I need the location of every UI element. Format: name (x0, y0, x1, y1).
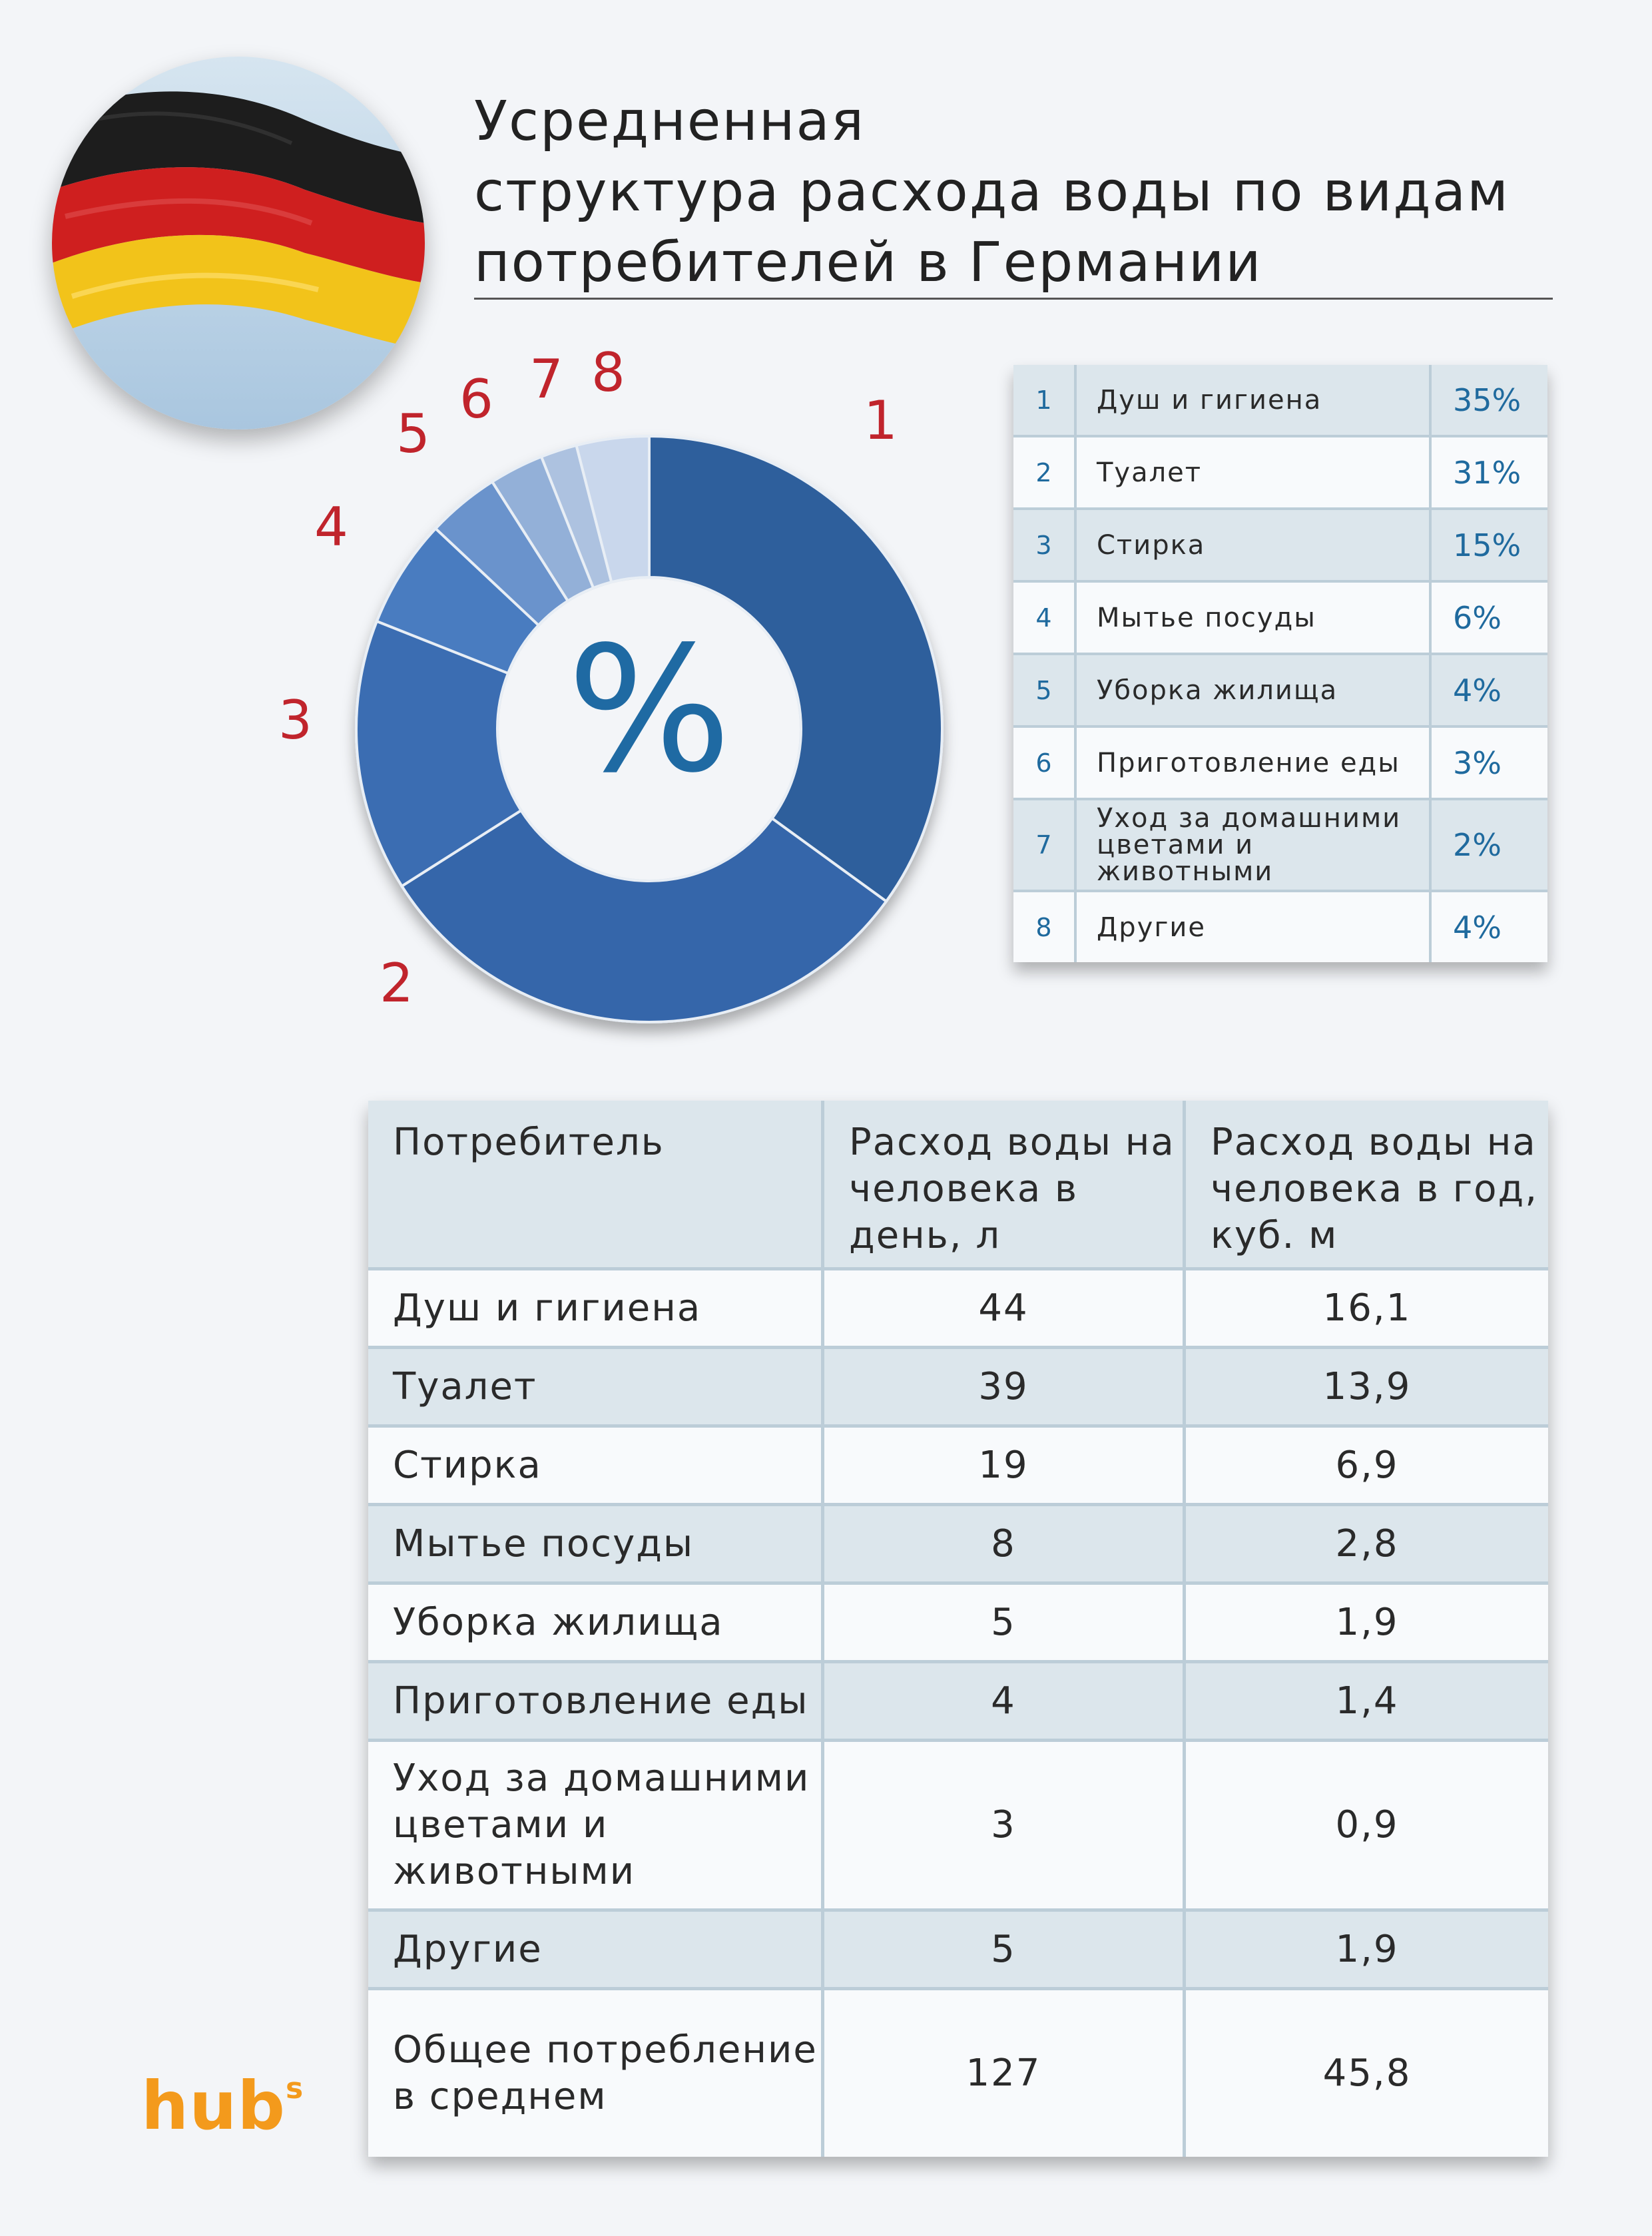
legend-percent: 35% (1453, 382, 1521, 418)
table-row: Уход за домашними цветами и животными 3 … (368, 1742, 1548, 1912)
cell-per-year: 0,9 (1335, 1803, 1399, 1846)
consumption-table: Потребитель Расход воды на человека в де… (368, 1101, 1548, 2157)
segment-number-1: 1 (864, 390, 898, 451)
cell-consumer: Приготовление еды (368, 1663, 824, 1739)
legend-number: 4 (1013, 583, 1077, 653)
cell-per-day: 5 (824, 1585, 1186, 1660)
table-header-row: Потребитель Расход воды на человека в де… (368, 1101, 1548, 1270)
legend-number: 2 (1013, 437, 1077, 507)
donut-segment-1 (648, 434, 944, 904)
header-consumer: Потребитель (368, 1101, 824, 1267)
legend-label: Приготовление еды (1077, 728, 1432, 798)
legend-percent: 4% (1453, 909, 1502, 946)
table-row: Другие 5 1,9 (368, 1912, 1548, 1990)
title-line-3: потребителей в Германии (474, 231, 1262, 294)
legend-percent: 15% (1453, 527, 1521, 563)
legend-number: 1 (1013, 365, 1077, 435)
segment-number-6: 6 (459, 368, 493, 430)
legend-label: Мытье посуды (1077, 583, 1432, 653)
cell-per-day: 4 (824, 1663, 1186, 1739)
logo-superscript: s (285, 2071, 304, 2105)
donut-segment-3 (355, 619, 523, 888)
donut-segment-2 (400, 808, 888, 1023)
legend-number: 8 (1013, 892, 1077, 962)
legend-percent: 3% (1453, 744, 1502, 781)
cell-consumer: Уборка жилища (368, 1585, 824, 1660)
table-row: Уборка жилища 5 1,9 (368, 1585, 1548, 1663)
cell-per-day: 5 (824, 1912, 1186, 1987)
header-per-day: Расход воды на человека в день, л (824, 1101, 1186, 1267)
cell-consumer: Мытье посуды (368, 1506, 824, 1581)
legend-row: 3 Стирка 15% (1013, 510, 1547, 583)
page-title: Усредненная структура расхода воды по ви… (474, 87, 1553, 298)
cell-per-day: 127 (824, 1990, 1186, 2157)
legend-number: 6 (1013, 728, 1077, 798)
cell-per-day: 8 (824, 1506, 1186, 1581)
cell-per-year: 2,8 (1335, 1522, 1399, 1565)
cell-per-year: 16,1 (1322, 1286, 1412, 1330)
cell-per-year: 6,9 (1335, 1443, 1399, 1487)
legend-row: 7 Уход за домашними цветами и животными … (1013, 800, 1547, 892)
legend-number: 7 (1013, 800, 1077, 890)
segment-number-8: 8 (591, 342, 625, 404)
cell-consumer: Другие (368, 1912, 824, 1987)
legend-table: 1 Душ и гигиена 35% 2 Туалет 31% 3 Стирк… (1013, 365, 1547, 962)
title-line-1: Усредненная (474, 90, 866, 153)
table-row: Стирка 19 6,9 (368, 1428, 1548, 1506)
legend-label: Уборка жилища (1077, 655, 1432, 725)
segment-number-3: 3 (278, 689, 312, 751)
segment-number-2: 2 (380, 952, 413, 1014)
table-row: Приготовление еды 4 1,4 (368, 1663, 1548, 1742)
legend-label: Туалет (1077, 437, 1432, 507)
legend-row: 8 Другие 4% (1013, 892, 1547, 962)
legend-label: Другие (1077, 892, 1432, 962)
header-per-year: Расход воды на человека в год, куб. м (1211, 1121, 1538, 1257)
hubs-logo: hubs (141, 2067, 304, 2145)
cell-consumer: Туалет (368, 1349, 824, 1424)
table-row: Душ и гигиена 44 16,1 (368, 1270, 1548, 1349)
donut-hole (499, 579, 800, 880)
table-row: Мытье посуды 8 2,8 (368, 1506, 1548, 1585)
legend-number: 3 (1013, 510, 1077, 580)
legend-percent: 31% (1453, 454, 1521, 491)
cell-per-year: 45,8 (1322, 2052, 1412, 2095)
cell-per-day: 19 (824, 1428, 1186, 1503)
donut-segment-8 (575, 434, 651, 584)
donut-svg: % (355, 434, 944, 1023)
cell-consumer: Уход за домашними цветами и животными (368, 1742, 824, 1908)
cell-per-year: 13,9 (1322, 1364, 1412, 1408)
table-row: Туалет 39 13,9 (368, 1349, 1548, 1428)
legend-row: 2 Туалет 31% (1013, 437, 1547, 510)
segment-number-7: 7 (529, 348, 563, 410)
legend-label: Уход за домашними цветами и животными (1077, 800, 1432, 890)
cell-per-day: 39 (824, 1349, 1186, 1424)
legend-label: Душ и гигиена (1077, 365, 1432, 435)
cell-per-day: 44 (824, 1270, 1186, 1346)
legend-percent: 4% (1453, 672, 1502, 708)
title-divider (474, 298, 1553, 300)
cell-per-day: 3 (824, 1742, 1186, 1908)
cell-per-year: 1,9 (1335, 1600, 1399, 1644)
legend-row: 5 Уборка жилища 4% (1013, 655, 1547, 728)
center-percent-label: % (567, 610, 731, 811)
legend-number: 5 (1013, 655, 1077, 725)
segment-number-4: 4 (314, 496, 348, 558)
germany-flag-image (52, 57, 425, 429)
legend-row: 4 Мытье посуды 6% (1013, 583, 1547, 655)
cell-per-year: 1,4 (1335, 1679, 1399, 1723)
cell-per-year: 1,9 (1335, 1927, 1399, 1971)
legend-row: 1 Душ и гигиена 35% (1013, 365, 1547, 437)
legend-label: Стирка (1077, 510, 1432, 580)
cell-consumer: Душ и гигиена (368, 1270, 824, 1346)
cell-consumer: Общее потребление в среднем (368, 1990, 824, 2157)
legend-percent: 2% (1453, 827, 1502, 863)
segment-number-5: 5 (396, 403, 430, 465)
title-line-2: структура расхода воды по видам (474, 160, 1510, 224)
legend-percent: 6% (1453, 599, 1502, 636)
donut-chart: % (313, 393, 985, 1065)
table-total-row: Общее потребление в среднем 127 45,8 (368, 1990, 1548, 2157)
cell-consumer: Стирка (368, 1428, 824, 1503)
logo-text: hub (141, 2067, 286, 2145)
legend-row: 6 Приготовление еды 3% (1013, 728, 1547, 800)
